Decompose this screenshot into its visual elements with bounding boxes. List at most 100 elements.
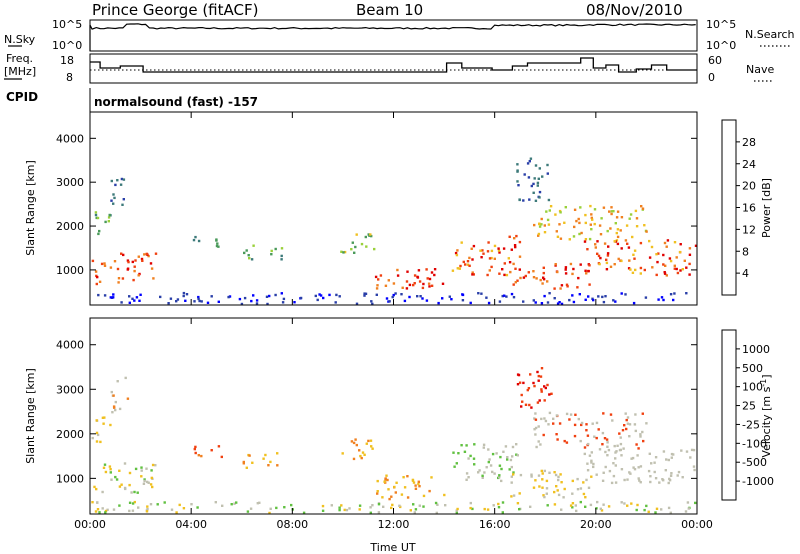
heatmap-cell — [532, 381, 535, 385]
heatmap-cell — [498, 272, 501, 275]
heatmap-cell — [629, 472, 632, 475]
heatmap-cell — [403, 299, 407, 303]
heatmap-cell — [634, 429, 637, 433]
heatmap-cell — [503, 262, 506, 265]
heatmap-cell — [396, 274, 400, 277]
y-tick-label: 2000 — [56, 428, 84, 441]
heatmap-cell — [612, 210, 615, 213]
heatmap-cell — [146, 505, 149, 508]
heatmap-cell — [613, 444, 616, 448]
heatmap-cell — [116, 179, 119, 182]
date-label: 08/Nov/2010 — [586, 1, 683, 19]
heatmap-cell — [597, 428, 600, 431]
heatmap-cell — [514, 245, 517, 249]
heatmap-cell — [653, 470, 656, 474]
heatmap-cell — [461, 299, 465, 302]
heatmap-cell — [102, 422, 105, 425]
heatmap-cell — [197, 454, 200, 457]
heatmap-cell — [265, 295, 269, 298]
heatmap-cell — [197, 295, 200, 299]
heatmap-cell — [669, 293, 673, 296]
heatmap-cell — [95, 419, 98, 422]
heatmap-cell — [114, 408, 117, 412]
heatmap-cell — [655, 273, 658, 277]
heatmap-cell — [95, 431, 99, 435]
heatmap-cell — [642, 439, 645, 443]
heatmap-cell — [601, 431, 605, 435]
heatmap-cell — [548, 292, 551, 295]
heatmap-cell — [614, 457, 617, 460]
heatmap-cell — [577, 217, 580, 221]
heatmap-cell — [648, 239, 651, 243]
heatmap-cell — [109, 471, 112, 474]
heatmap-cell — [434, 501, 438, 505]
heatmap-cell — [527, 387, 531, 390]
heatmap-cell — [91, 501, 94, 504]
heatmap-cell — [524, 403, 528, 406]
x-tick-label: 20:00 — [580, 518, 612, 531]
heatmap-cell — [137, 274, 140, 277]
heatmap-cell — [604, 295, 607, 298]
heatmap-cell — [530, 475, 533, 478]
heatmap-cell — [471, 273, 474, 276]
heatmap-cell — [103, 294, 107, 297]
heatmap-cell — [96, 216, 100, 220]
heatmap-cell — [99, 440, 102, 444]
heatmap-cell — [101, 507, 104, 510]
heatmap-cell — [564, 272, 568, 275]
heatmap-cell — [534, 164, 538, 167]
heatmap-cell — [537, 379, 540, 382]
heatmap-cell — [522, 300, 525, 303]
heatmap-cell — [338, 295, 341, 298]
heatmap-cell — [103, 416, 106, 419]
heatmap-cell — [123, 462, 127, 465]
heatmap-cell — [421, 286, 425, 290]
heatmap-cell — [395, 481, 398, 484]
heatmap-cell — [497, 502, 500, 506]
heatmap-cell — [465, 444, 468, 447]
heatmap-cell — [91, 436, 94, 440]
heatmap-cell — [598, 448, 602, 451]
heatmap-cell — [590, 216, 593, 220]
heatmap-cell — [290, 503, 293, 507]
heatmap-cell — [634, 268, 637, 272]
heatmap-cell — [352, 457, 356, 461]
heatmap-cell — [599, 256, 602, 260]
heatmap-cell — [588, 237, 592, 241]
heatmap-cell — [245, 466, 248, 469]
heatmap-cell — [541, 478, 544, 481]
heatmap-cell — [598, 262, 601, 266]
heatmap-cell — [628, 259, 631, 262]
heatmap-cell — [217, 245, 220, 248]
colorbar-tick-label: 12 — [742, 223, 756, 236]
freq-label-2: [MHz] — [4, 65, 36, 78]
cpid-label: CPID — [6, 90, 38, 104]
heatmap-cell — [596, 252, 599, 255]
power-colorbar-label: Power [dB] — [760, 178, 773, 238]
heatmap-cell — [406, 475, 409, 478]
heatmap-cell — [546, 172, 549, 175]
heatmap-cell — [546, 280, 549, 283]
heatmap-cell — [556, 270, 559, 274]
heatmap-cell — [210, 449, 213, 452]
heatmap-cell — [599, 233, 603, 236]
freq-label-1: Freq. — [6, 52, 33, 65]
heatmap-cell — [182, 291, 186, 295]
heatmap-cell — [146, 508, 149, 511]
heatmap-cell — [569, 262, 573, 266]
heatmap-cell — [319, 294, 323, 297]
heatmap-cell — [485, 466, 488, 469]
heatmap-cell — [668, 477, 671, 481]
heatmap-cell — [112, 293, 115, 296]
heatmap-cell — [612, 474, 616, 478]
heatmap-cell — [450, 298, 453, 301]
heatmap-cell — [590, 459, 593, 462]
nave-label: Nave — [746, 63, 774, 76]
heatmap-cell — [481, 476, 484, 479]
heatmap-cell — [580, 231, 583, 235]
heatmap-cell — [480, 292, 483, 295]
heatmap-cell — [598, 224, 602, 227]
heatmap-cell — [546, 504, 549, 507]
heatmap-cell — [175, 511, 178, 514]
heatmap-cell — [517, 184, 520, 187]
